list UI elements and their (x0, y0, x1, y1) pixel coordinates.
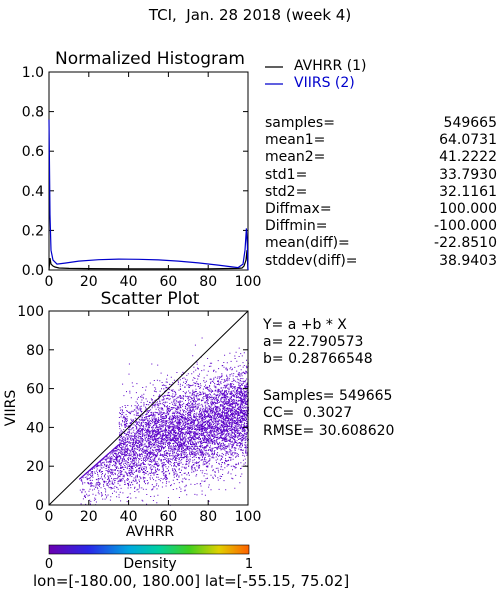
scatter-y-tick-label: 60 (26, 382, 44, 398)
histogram-x-tick-label: 60 (159, 274, 177, 290)
histogram-series-line (48, 250, 249, 271)
histogram-y-tick-label: 0.0 (22, 263, 44, 279)
scatter-y-tick-label: 100 (17, 304, 44, 320)
histogram-y-tick-label: 0.8 (22, 105, 44, 121)
scatter-samples: Samples= 549665 (263, 388, 393, 404)
scatter-y-tick-label: 40 (26, 420, 44, 436)
stat-key: mean1= (265, 132, 326, 149)
stat-key: std2= (265, 183, 308, 200)
regression-slope: b= 0.28766548 (263, 351, 373, 367)
stat-value: 41.2222 (439, 149, 497, 166)
histogram-series-line (48, 119, 249, 271)
stat-row: Diffmin= -100.000 (265, 218, 497, 234)
lat-range: [-55.15, 75.02] (236, 572, 350, 590)
stat-key: mean2= (265, 149, 326, 166)
stat-value: 33.7930 (439, 166, 497, 183)
rmse-value: RMSE= 30.608620 (263, 423, 395, 439)
correlation-coefficient: CC= 0.3027 (263, 405, 353, 421)
stat-key: Diffmax= (265, 201, 332, 217)
stat-row: std2= 32.1161 (265, 184, 497, 200)
stat-key: std1= (265, 166, 308, 183)
histogram-x-tick-label: 0 (45, 274, 54, 290)
colorbar-title: Density (123, 556, 176, 572)
scatter-x-tick-label: 20 (80, 509, 98, 525)
lon-label: lon= (33, 572, 69, 590)
scatter-frame (48, 310, 249, 506)
scatter-chart: Scatter Plot 0 20 40 60 80 100 0 20 40 60 80 100 AVHR… (3, 289, 261, 540)
lat-label: lat= (204, 572, 237, 590)
stat-value: 64.0731 (439, 132, 497, 149)
scatter-point (79, 337, 249, 506)
colorbar-max-label: 1 (245, 557, 253, 572)
scatter-x-axis-label: AVHRR (126, 524, 175, 540)
stat-key: mean(diff)= (265, 235, 350, 252)
stat-row: stddev(diff)= 38.9403 (265, 253, 497, 269)
stat-row: mean2= 41.2222 (265, 149, 497, 165)
stat-row: mean1= 64.0731 (265, 132, 497, 148)
stat-value: 100.000 (439, 201, 497, 217)
histogram-title: Normalized Histogram (55, 49, 245, 69)
colorbar-gradient (48, 544, 250, 555)
scatter-x-tick-label: 0 (45, 509, 54, 525)
histogram-x-tick-label: 40 (120, 274, 138, 290)
histogram-frame (48, 71, 249, 271)
coverage-text: lon=[-180.00, 180.00] lat=[-55.15, 75.02… (33, 573, 349, 589)
stat-row: samples= 549665 (265, 115, 497, 131)
stat-row: Diffmax= 100.000 (265, 201, 497, 217)
histogram-chart: Normalized Histogram 0 20 40 60 80 100 0.0 0.2 0.… (22, 49, 367, 290)
scatter-x-tick-label: 60 (159, 509, 177, 525)
scatter-y-tick-label: 20 (26, 459, 44, 475)
lon-range: [-180.00, 180.00] (68, 572, 201, 590)
stat-row: std1= 33.7930 (265, 167, 497, 183)
stat-key: Diffmin= (265, 218, 328, 235)
regression-equation: Y= a +b * X (263, 317, 347, 333)
histogram-y-tick-label: 0.2 (22, 223, 44, 239)
stat-key: stddev(diff)= (265, 252, 358, 269)
scatter-title: Scatter Plot (101, 289, 200, 309)
histogram-y-tick-label: 1.0 (22, 65, 44, 81)
one-to-one-line (48, 310, 249, 506)
stat-key: samples= (265, 115, 335, 131)
stat-value: 549665 (443, 115, 497, 131)
scatter-y-tick-label: 80 (26, 343, 44, 359)
density-colorbar: 0 Density 1 (45, 544, 253, 572)
page-title: TCI, Jan. 28 2018 (week 4) (148, 6, 352, 24)
scatter-x-tick-label: 100 (235, 509, 262, 525)
scatter-x-tick-label: 40 (120, 509, 138, 525)
histogram-x-tick-label: 20 (80, 274, 98, 290)
stat-value: -22.8510 (434, 235, 497, 252)
stat-value: -100.000 (434, 218, 497, 235)
histogram-y-tick-label: 0.4 (22, 184, 44, 200)
scatter-y-axis-label: VIIRS (3, 390, 19, 427)
colorbar-min-label: 0 (45, 557, 53, 572)
legend-entry: VIIRS (2) (294, 75, 355, 91)
regression-intercept: a= 22.790573 (263, 334, 364, 350)
legend-entry: AVHRR (1) (294, 58, 367, 74)
histogram-y-tick-label: 0.6 (22, 144, 44, 160)
scatter-y-tick-label: 0 (35, 498, 44, 514)
stat-row: mean(diff)= -22.8510 (265, 235, 497, 251)
scatter-points (79, 337, 249, 506)
scatter-x-tick-label: 80 (199, 509, 217, 525)
stat-value: 32.1161 (439, 183, 497, 200)
stat-value: 38.9403 (439, 252, 497, 269)
histogram-x-tick-label: 100 (235, 274, 262, 290)
histogram-x-tick-label: 80 (199, 274, 217, 290)
